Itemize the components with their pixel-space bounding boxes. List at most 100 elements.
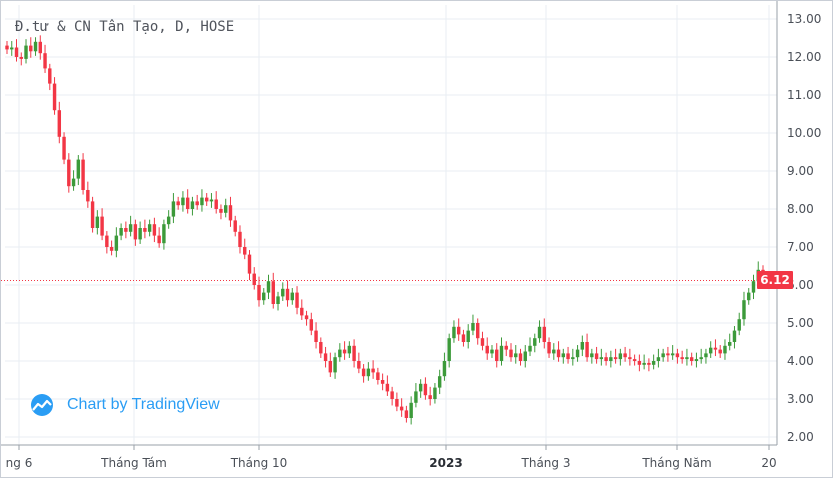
candle-body — [613, 357, 618, 360]
candle-body — [176, 201, 180, 206]
candle-body — [385, 383, 390, 392]
candle-body — [599, 357, 604, 360]
candle-body — [533, 338, 537, 346]
candle-body — [466, 330, 470, 342]
candle-body — [423, 383, 428, 396]
candle-body — [685, 357, 689, 360]
candle-body — [542, 326, 546, 342]
last-price-badge: 6.12 — [757, 271, 793, 289]
candle-body — [323, 353, 328, 361]
candle-body — [333, 357, 337, 373]
candle-body — [537, 326, 542, 339]
candle-body — [257, 285, 261, 301]
candle-body — [647, 362, 651, 365]
candle-body — [471, 323, 475, 331]
candle-body — [347, 345, 352, 354]
candle-body — [295, 292, 299, 308]
candle-body — [114, 235, 119, 251]
y-tick-label: 6.00 — [787, 278, 814, 292]
candle-body — [723, 345, 727, 354]
candle-body — [666, 353, 670, 356]
candle-body — [228, 205, 233, 221]
candle-body — [442, 361, 447, 377]
candle-body — [33, 41, 38, 52]
candle-body — [699, 357, 703, 360]
tradingview-watermark[interactable]: Chart by TradingView — [27, 393, 220, 417]
candle-body — [133, 224, 138, 240]
candle-body — [713, 347, 718, 350]
x-tick-label: 2023 — [429, 456, 462, 470]
candle-body — [585, 342, 589, 358]
candle-body — [185, 197, 190, 209]
candle-body — [10, 47, 14, 50]
candle-body — [147, 224, 152, 232]
candle-body — [285, 288, 290, 301]
candle-body — [281, 288, 285, 297]
candle-body — [514, 353, 518, 358]
candle-body — [528, 345, 532, 352]
candle-body — [276, 296, 280, 304]
x-tick-label: ng 6 — [6, 456, 33, 470]
candle-body — [689, 357, 694, 361]
x-tick-label: 20 — [761, 456, 776, 470]
candle-body — [252, 273, 256, 285]
candle-body — [86, 190, 90, 202]
candle-body — [290, 292, 294, 301]
candle-body — [209, 199, 214, 202]
candle-body — [580, 342, 585, 350]
candle-body — [476, 323, 480, 339]
candle-body — [200, 197, 204, 206]
y-tick-label: 10.00 — [787, 126, 821, 140]
candle-body — [162, 224, 166, 244]
candle-body — [456, 326, 461, 335]
candle-body — [452, 326, 456, 339]
candle-body — [62, 136, 66, 160]
candle-body — [618, 353, 623, 360]
x-tick-label: Tháng Tám — [100, 456, 167, 470]
candle-body — [48, 68, 52, 84]
candle-body — [109, 247, 114, 251]
candle-body — [105, 235, 109, 247]
candle-body — [571, 357, 575, 360]
y-tick-label: 2.00 — [787, 430, 814, 444]
candle-body — [737, 319, 741, 331]
candle-body — [561, 353, 566, 358]
candle-body — [5, 45, 9, 50]
candle-body — [404, 410, 409, 418]
candle-body — [366, 368, 371, 377]
candle-body — [52, 83, 57, 111]
candle-body — [166, 216, 171, 225]
candle-body — [195, 201, 199, 206]
candle-body — [604, 357, 608, 361]
y-tick-label: 9.00 — [787, 164, 814, 178]
candle-body — [556, 349, 561, 358]
candle-body — [670, 353, 675, 356]
candle-body — [361, 368, 366, 377]
x-tick-label: Tháng 3 — [521, 456, 571, 470]
y-tick-label: 5.00 — [787, 316, 814, 330]
candle-body — [57, 110, 62, 137]
candle-body — [675, 353, 680, 358]
candle-body — [71, 178, 76, 187]
candle-body — [67, 159, 71, 187]
candle-body — [262, 292, 266, 301]
candle-body — [390, 391, 394, 399]
candle-body — [632, 359, 637, 361]
candle-body — [247, 254, 252, 274]
candle-body — [447, 338, 451, 361]
y-tick-label: 11.00 — [787, 88, 821, 102]
candle-body — [314, 330, 318, 342]
candle-body — [43, 53, 47, 69]
y-tick-label: 7.00 — [787, 240, 814, 254]
candle-body — [238, 231, 242, 247]
candle-body — [680, 357, 684, 360]
candle-body — [623, 353, 627, 358]
candle-body — [309, 319, 314, 331]
candle-body — [704, 353, 708, 358]
candle-body — [433, 387, 437, 399]
candle-body — [609, 357, 613, 361]
candle-body — [718, 349, 722, 354]
candle-body — [751, 281, 756, 293]
tradingview-logo-icon — [31, 394, 53, 416]
